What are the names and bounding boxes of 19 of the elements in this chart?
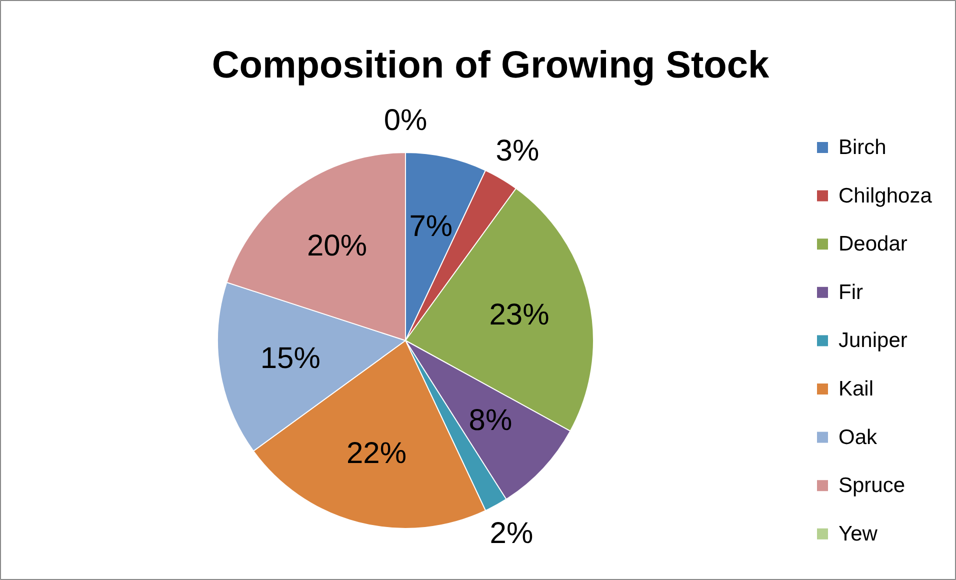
data-label: 20%	[306, 230, 368, 263]
data-label: 7%	[409, 210, 453, 244]
legend-label: Fir	[838, 280, 863, 304]
data-label: 3%	[496, 134, 540, 168]
data-label: 22%	[346, 436, 407, 470]
legend-label: Juniper	[838, 329, 908, 352]
legend-label: Yew	[838, 522, 878, 546]
data-label: 23%	[489, 298, 550, 332]
legend-label: Deodar	[838, 232, 908, 256]
text: 0%	[384, 104, 428, 138]
legend-label: Chilghoza	[838, 184, 932, 208]
chart-title: Composition of Growing Stock	[212, 44, 770, 86]
legend-label: Oak	[838, 426, 878, 449]
data-label: 8%	[468, 404, 512, 437]
legend-label: Birch	[838, 136, 886, 159]
data-label: 2%	[490, 516, 534, 550]
legend-label: Kail	[838, 378, 874, 400]
legend-label: Spruce	[838, 474, 906, 498]
data-label: 15%	[260, 342, 320, 376]
